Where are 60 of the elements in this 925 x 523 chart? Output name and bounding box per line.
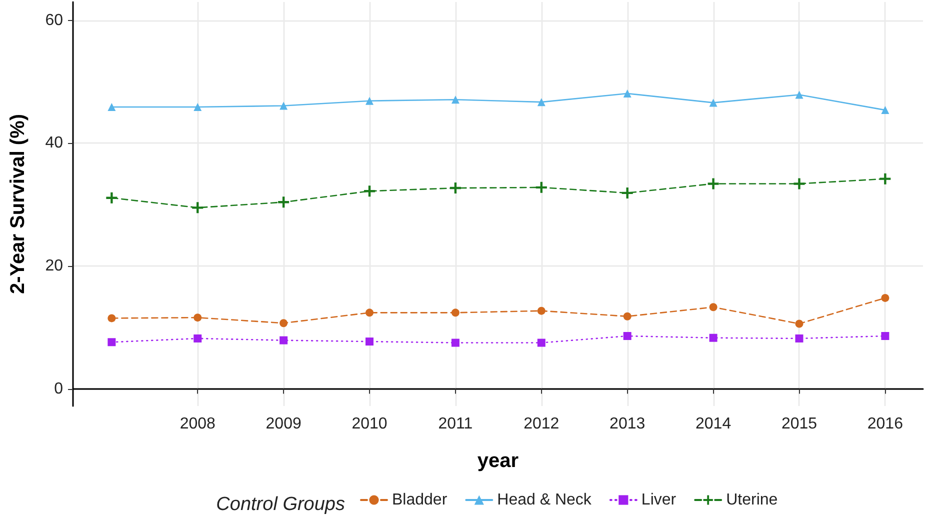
point (194, 334, 202, 342)
x-tick-label: 2011 (438, 416, 473, 432)
point (194, 314, 202, 322)
point (623, 312, 632, 320)
point (106, 192, 118, 204)
y-tick-label: 40 (45, 134, 64, 152)
legend-label: Bladder (392, 492, 448, 508)
point (795, 320, 804, 328)
point (622, 187, 633, 198)
point (451, 308, 460, 317)
point (366, 96, 374, 105)
point (108, 338, 116, 346)
point (450, 182, 461, 194)
point (709, 334, 718, 342)
point (108, 102, 116, 111)
x-axis-title: year (477, 450, 519, 472)
point (708, 178, 719, 190)
point (364, 186, 376, 197)
point (709, 303, 718, 312)
x-tick-label: 2014 (695, 416, 732, 432)
point (881, 106, 890, 114)
x-tick-label: 2012 (524, 416, 560, 432)
legend-label: Head & Neck (497, 492, 592, 508)
point (366, 338, 374, 346)
point (794, 178, 805, 190)
y-tick-label: 60 (45, 12, 64, 29)
point (537, 306, 546, 315)
x-tick-label: 2008 (180, 416, 216, 432)
x-tick-label: 2016 (867, 416, 904, 432)
point (623, 332, 632, 340)
point (280, 102, 288, 110)
point (451, 96, 460, 104)
y-tick-label: 20 (45, 258, 64, 275)
point (366, 308, 374, 317)
x-tick-label: 2010 (352, 416, 388, 432)
point (278, 196, 290, 208)
point (194, 102, 202, 111)
x-tick-label: 2009 (266, 416, 302, 432)
point (108, 314, 116, 322)
point (280, 336, 288, 344)
legend-title: Control Groups (216, 494, 346, 515)
point (795, 334, 804, 342)
point (795, 90, 804, 99)
point (880, 173, 891, 184)
point (881, 332, 890, 340)
point (709, 98, 718, 107)
point (623, 89, 632, 98)
point (192, 202, 204, 214)
point (536, 182, 547, 193)
legend-label: Uterine (726, 492, 778, 508)
point (537, 338, 546, 347)
point (537, 98, 546, 106)
point (280, 319, 288, 328)
x-tick-label: 2013 (610, 416, 646, 432)
point (451, 338, 460, 347)
y-axis-title: 2-Year Survival (%) (7, 114, 29, 294)
y-tick-label: 0 (54, 380, 64, 398)
point (881, 294, 890, 302)
legend-label: Liver (641, 492, 677, 508)
x-tick-label: 2015 (781, 416, 818, 432)
